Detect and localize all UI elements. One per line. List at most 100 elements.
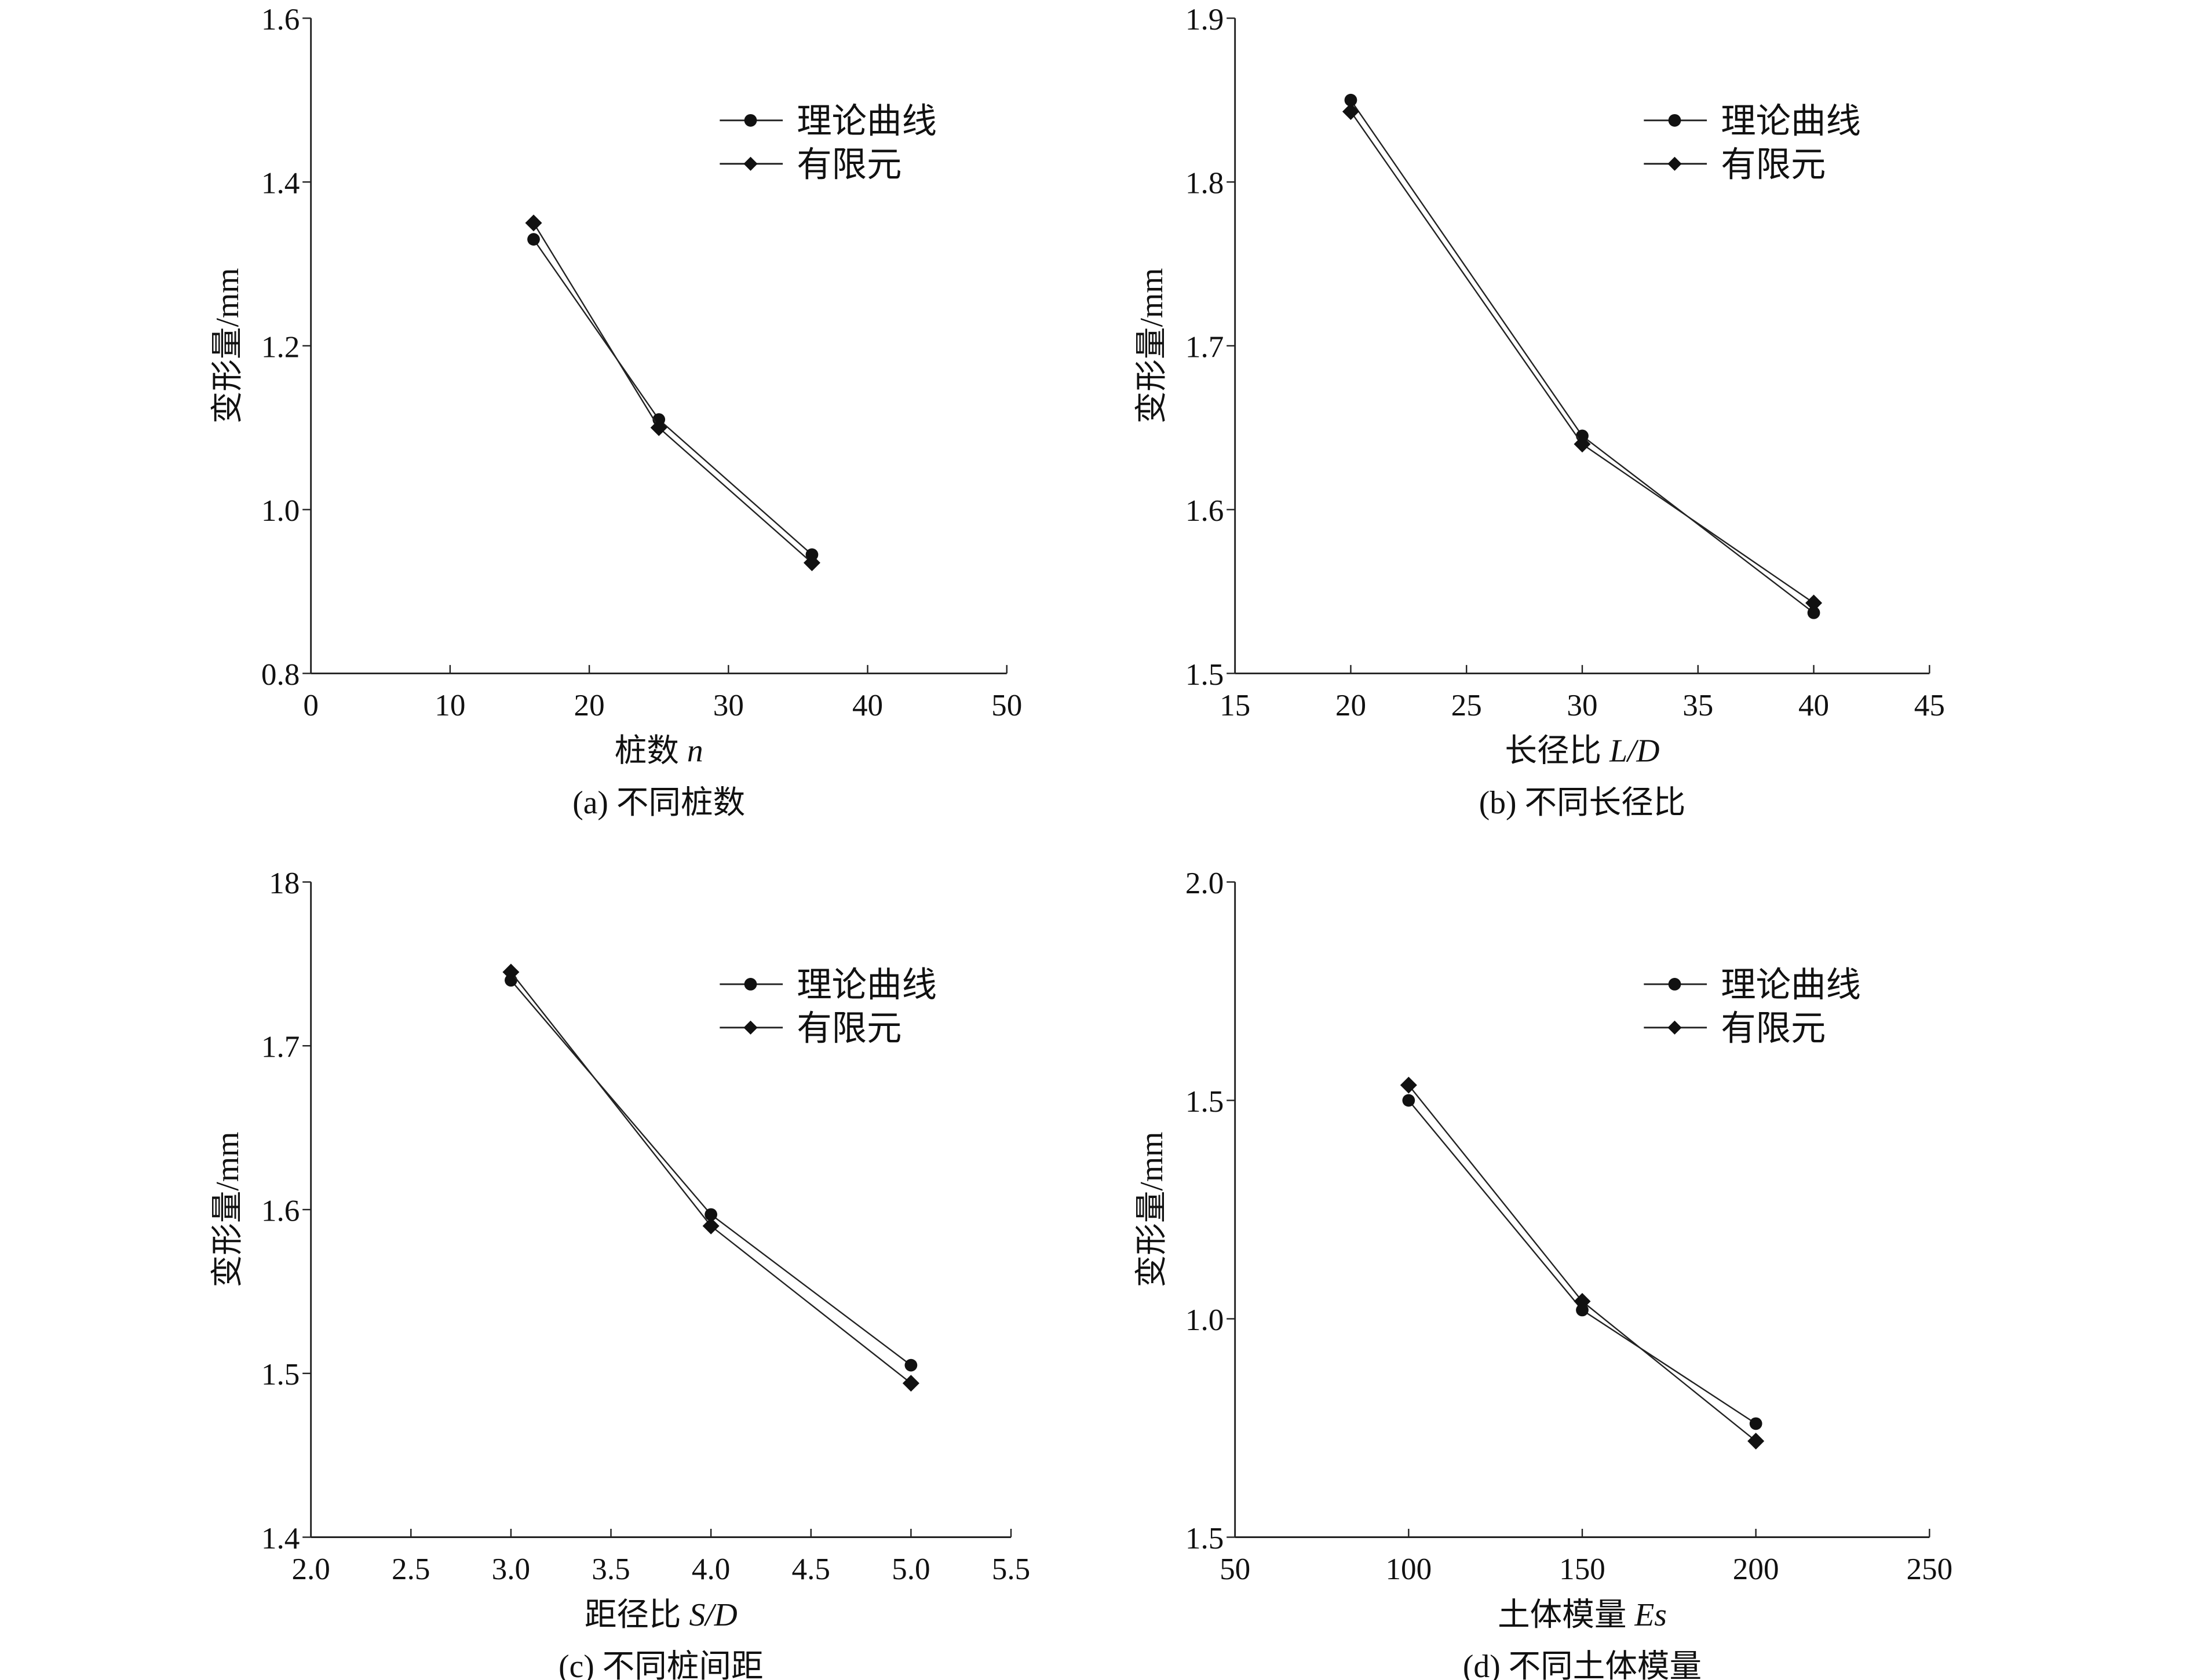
legend-marker-diamond: [1667, 156, 1682, 171]
y-tick-label: 1.4: [261, 167, 300, 200]
y-tick-label: 1.9: [1185, 3, 1224, 36]
data-point-fem: [1574, 1292, 1591, 1310]
y-tick-label: 1.6: [261, 3, 300, 36]
x-axis-label: 长径比 L/D: [1505, 733, 1659, 769]
x-tick-label: 5.5: [992, 1553, 1030, 1586]
x-axis-label: 距径比 S/D: [585, 1597, 738, 1633]
data-point-fem: [1747, 1433, 1765, 1450]
y-tick-label: 1.6: [261, 1194, 300, 1228]
x-tick-label: 3.5: [592, 1553, 630, 1586]
x-axis-label: 桩数 n: [615, 733, 703, 769]
chart-caption: (c) 不同桩间距: [559, 1649, 763, 1680]
x-tick-label: 150: [1559, 1553, 1605, 1586]
x-tick-label: 10: [435, 689, 465, 722]
legend-marker-circle: [1668, 114, 1681, 127]
chart-panel-d: 50 100 150 200 250 1.5 1.0 1.5 2.0 土体模量 Es 变形量/mm (…: [1134, 867, 1952, 1680]
x-tick-label: 50: [1220, 1553, 1250, 1586]
series-line-fem: [532, 222, 813, 564]
x-tick-label: 40: [852, 689, 883, 722]
y-tick-label: 1.5: [1185, 1522, 1224, 1555]
chart-caption: (d) 不同土体模量: [1463, 1649, 1702, 1680]
chart-panel-b: 15 20 25 30 35 40 45 1.5 1.6 1.7 1.8 1.9 长径比 L/D 变形量/…: [1134, 3, 1945, 821]
chart-caption: (a) 不同桩数: [572, 785, 745, 821]
x-tick-label: 5.0: [892, 1553, 930, 1586]
x-tick-label: 0: [303, 689, 319, 722]
data-point-fem: [502, 963, 520, 981]
legend-label: 有限元: [1721, 1010, 1826, 1049]
legend-marker-circle: [744, 114, 757, 127]
chart-caption: (b) 不同长径比: [1479, 785, 1686, 821]
x-tick-label: 20: [574, 689, 605, 722]
y-tick-label: 1.0: [261, 494, 300, 528]
legend-label: 理论曲线: [1721, 103, 1861, 141]
y-axis-label: 变形量/mm: [1134, 1132, 1170, 1288]
legend-label: 理论曲线: [1721, 966, 1861, 1005]
data-point-theory: [705, 1208, 718, 1221]
data-point-fem: [803, 554, 820, 572]
data-point-fem: [1805, 594, 1823, 612]
data-point-theory: [1344, 93, 1357, 107]
data-point-fem: [650, 419, 667, 436]
legend-label: 有限元: [797, 1010, 901, 1049]
x-tick-label: 25: [1451, 689, 1482, 722]
data-point-fem: [702, 1217, 720, 1235]
data-point-theory: [527, 233, 540, 246]
y-tick-label: 1.5: [1185, 1085, 1224, 1119]
legend-marker-diamond: [743, 1020, 758, 1035]
chart-panel-a: 0 10 20 30 40 50 0.8 1.0 1.2 1.4 1.6 桩数 n 变形量/mm (a) …: [210, 3, 1022, 821]
x-tick-label: 2.0: [291, 1553, 330, 1586]
x-tick-label: 20: [1335, 689, 1366, 722]
y-tick-label: 1.2: [261, 330, 300, 364]
y-tick-label: 1.6: [1185, 494, 1224, 528]
x-tick-label: 45: [1914, 689, 1945, 722]
legend-label: 理论曲线: [797, 966, 937, 1005]
data-point-theory: [904, 1358, 918, 1372]
data-point-theory: [1807, 606, 1820, 619]
y-tick-label: 1.0: [1185, 1303, 1224, 1337]
y-tick-label: 1.7: [261, 1031, 300, 1064]
x-tick-label: 250: [1906, 1553, 1952, 1586]
x-tick-label: 30: [713, 689, 744, 722]
legend-marker-circle: [744, 978, 757, 991]
y-axis-label: 变形量/mm: [210, 1132, 246, 1288]
y-axis-label: 变形量/mm: [210, 268, 246, 424]
y-tick-label: 1.8: [1185, 167, 1224, 200]
x-tick-label: 200: [1733, 1553, 1779, 1586]
x-tick-label: 15: [1220, 689, 1250, 722]
y-tick-label: 1.7: [1185, 330, 1224, 364]
y-tick-label: 1.5: [1185, 658, 1224, 692]
data-point-theory: [1402, 1094, 1415, 1107]
chart-panel-c: 2.0 2.5 3.0 3.5 4.0 4.5 5.0 5.5 1.4 1.5 1.6 1.7 18 距径…: [210, 867, 1030, 1680]
series-line-theory: [533, 239, 813, 556]
y-tick-label: 0.8: [261, 658, 300, 692]
y-axis-label: 变形量/mm: [1134, 268, 1170, 424]
y-tick-label: 2.0: [1185, 867, 1224, 900]
x-tick-label: 2.5: [392, 1553, 430, 1586]
x-axis-label-variable: Es: [1634, 1597, 1667, 1633]
x-axis-label: 土体模量 Es: [1498, 1597, 1667, 1633]
data-point-theory: [1749, 1417, 1762, 1430]
legend-marker-diamond: [743, 156, 758, 171]
legend-marker-circle: [1668, 978, 1681, 991]
x-axis-label-variable: n: [687, 733, 703, 769]
data-point-theory: [1576, 1303, 1589, 1317]
x-tick-label: 100: [1385, 1553, 1432, 1586]
x-tick-label: 50: [991, 689, 1022, 722]
data-point-fem: [902, 1375, 919, 1392]
x-axis-label-variable: L/D: [1609, 733, 1660, 769]
series-line-fem: [1350, 111, 1815, 604]
y-tick-label: 18: [269, 867, 300, 900]
data-point-fem: [525, 214, 542, 232]
data-point-fem: [1400, 1076, 1417, 1094]
data-point-fem: [1342, 103, 1359, 120]
data-point-fem: [1574, 436, 1591, 453]
x-tick-label: 3.0: [492, 1553, 530, 1586]
legend-label: 理论曲线: [797, 103, 937, 141]
y-tick-label: 1.5: [261, 1358, 300, 1392]
y-tick-label: 1.4: [261, 1522, 300, 1555]
legend-marker-diamond: [1667, 1020, 1682, 1035]
x-tick-label: 30: [1567, 689, 1597, 722]
legend-label: 有限元: [797, 145, 901, 184]
x-tick-label: 4.0: [692, 1553, 730, 1586]
